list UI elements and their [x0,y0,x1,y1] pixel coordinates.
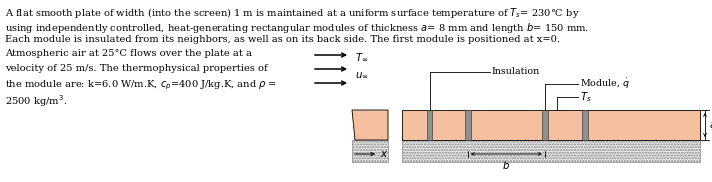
Text: Module, $\dot{q}$: Module, $\dot{q}$ [580,77,630,91]
Bar [427,110,432,140]
Polygon shape [352,110,388,140]
Bar [465,110,471,140]
Text: 2500 kg/m$^3$.: 2500 kg/m$^3$. [5,93,68,109]
Text: Atmospheric air at 25°C flows over the plate at a: Atmospheric air at 25°C flows over the p… [5,50,252,58]
Text: $T_\infty$: $T_\infty$ [355,51,368,63]
Text: A flat smooth plate of width (into the screen) 1 m is maintained at a uniform su: A flat smooth plate of width (into the s… [5,6,580,20]
Text: $u_\infty$: $u_\infty$ [355,70,369,80]
Text: $b$: $b$ [502,159,511,171]
Text: velocity of 25 m/s. The thermophysical properties of: velocity of 25 m/s. The thermophysical p… [5,64,268,73]
Text: Insulation: Insulation [492,68,540,76]
Text: $a$: $a$ [709,120,712,130]
Bar [352,140,388,162]
Bar [542,110,548,140]
Bar [402,140,700,162]
Text: the module are: k=6.0 W/m.K, $c_p$=400 J/kg.K, and $\rho$ =: the module are: k=6.0 W/m.K, $c_p$=400 J… [5,78,277,92]
Text: Each module is insulated from its neighbors, as well as on its back side. The fi: Each module is insulated from its neighb… [5,35,560,44]
Text: $x$: $x$ [380,149,388,159]
Bar [582,110,587,140]
Text: using independently controlled, heat-generating rectangular modules of thickness: using independently controlled, heat-gen… [5,21,589,35]
Bar [402,110,700,140]
Text: $T_s$: $T_s$ [580,90,592,104]
